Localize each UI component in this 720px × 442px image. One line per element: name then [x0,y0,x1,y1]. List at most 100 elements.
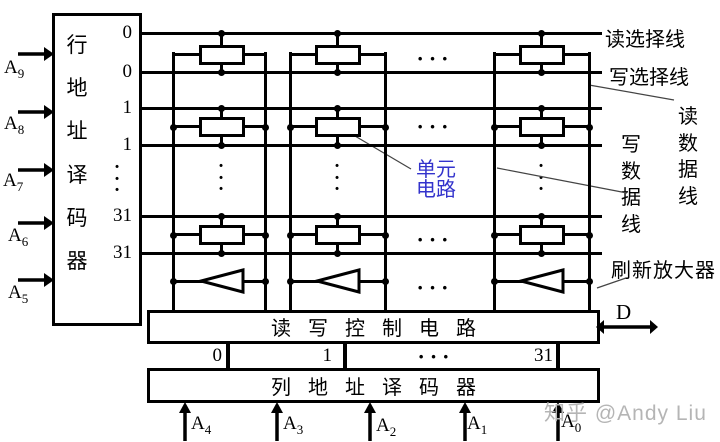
read-select-line [142,107,602,110]
junction-dot [218,142,225,149]
read-data-line [588,52,591,310]
refresh-amplifier-icon [515,268,565,294]
col31-vertical-ellipsis: ··· [537,156,545,200]
input-label-a1: A1 [467,413,488,437]
junction-dot [287,124,294,131]
write-data-line-label: 写数据线 [621,134,641,236]
cell-read-stub [220,215,223,228]
column-label-31: 31 [534,345,553,366]
cell-read-stub [336,32,339,48]
junction-dot [218,30,225,37]
amp-output-line [562,280,591,283]
column-address-decoder-box: 列地址译码器 [147,368,600,403]
amp-row-ellipsis: ··· [416,275,454,300]
input-label-a2: A2 [376,415,397,439]
junction-dot [262,278,269,285]
cell-left-stub [493,125,522,128]
junction-dot [538,105,545,112]
amp-input-line [172,280,203,283]
cell-write-stub [220,62,223,74]
junction-dot [334,105,341,112]
a6-arrow-icon [18,216,54,230]
cell-write-stub [220,242,223,255]
junction-dot [538,250,545,257]
junction-dot [538,213,545,220]
col1-vertical-ellipsis: ··· [333,156,341,200]
cell-left-stub [289,125,318,128]
cell-read-stub [336,107,339,120]
input-label-a5: A5 [8,282,29,306]
column-address-decoder-title: 列地址译码器 [271,376,493,399]
a3-arrow-icon [271,402,283,441]
refresh-amplifier-label: 刷新放大器 [611,260,716,282]
cell-left-stub [289,233,318,236]
input-label-a0: A0 [561,411,582,435]
row-address-decoder-box [52,13,142,326]
junction-dot [491,278,498,285]
row-label-1a: 1 [122,97,133,118]
read-data-line [384,52,387,310]
cell-read-stub [540,107,543,120]
read-data-line [264,52,267,310]
col0-vertical-ellipsis: ··· [217,156,225,200]
cell-right-stub [242,53,267,56]
refresh-amplifier-icon [195,268,245,294]
column-label-1: 1 [322,345,333,366]
cell-right-stub [358,233,387,236]
cell-left-stub [493,53,522,56]
cell-write-stub [540,242,543,255]
cell-read-stub [540,215,543,228]
junction-dot [287,278,294,285]
cell-right-stub [562,125,591,128]
column-select-line-31 [556,344,560,368]
read-select-line [142,215,602,218]
write-select-line [142,144,602,147]
column-label-ellipsis: ··· [417,344,455,369]
cell-right-stub [562,233,591,236]
amp-output-line [358,280,387,283]
junction-dot [382,124,389,131]
row-address-decoder-title: 行地址译码器 [66,33,88,274]
a5-arrow-icon [18,273,54,287]
junction-dot [334,69,341,76]
cell-left-stub [172,53,202,56]
read-data-line-label: 读数据线 [678,106,698,208]
a7-arrow-icon [18,163,54,177]
data-pin-label: D [616,300,632,324]
cell-right-stub [242,125,267,128]
row-label-0b: 0 [122,61,133,82]
junction-dot [334,30,341,37]
write-select-line-label: 写选择线 [609,67,689,89]
junction-dot [586,124,593,131]
junction-dot [538,142,545,149]
junction-dot [218,69,225,76]
cell-right-stub [242,233,267,236]
junction-dot [334,142,341,149]
row-label-31b: 31 [113,242,132,263]
rw-control-circuit-title: 读写控制电路 [271,317,493,340]
cell-right-stub [358,125,387,128]
junction-dot [586,232,593,239]
junction-dot [382,232,389,239]
cell-write-stub [336,62,339,74]
cell-left-stub [493,233,522,236]
junction-dot [491,232,498,239]
watermark: 知乎 @Andy Liu [544,402,707,425]
a9-arrow-icon [18,47,54,61]
refresh-amplifier-icon [311,268,361,294]
cell-read-stub [220,107,223,120]
column-label-0: 0 [212,345,223,366]
write-select-line [142,71,602,74]
row31-ellipsis: ··· [416,227,454,252]
write-data-line [289,52,292,310]
column-select-line-0 [226,344,230,368]
a1-arrow-icon [459,402,471,441]
junction-dot [170,232,177,239]
junction-dot [218,250,225,257]
cell-write-stub [220,134,223,147]
row-label-31a: 31 [113,205,132,226]
junction-dot [218,213,225,220]
cell-left-stub [289,53,318,56]
junction-dot [170,278,177,285]
